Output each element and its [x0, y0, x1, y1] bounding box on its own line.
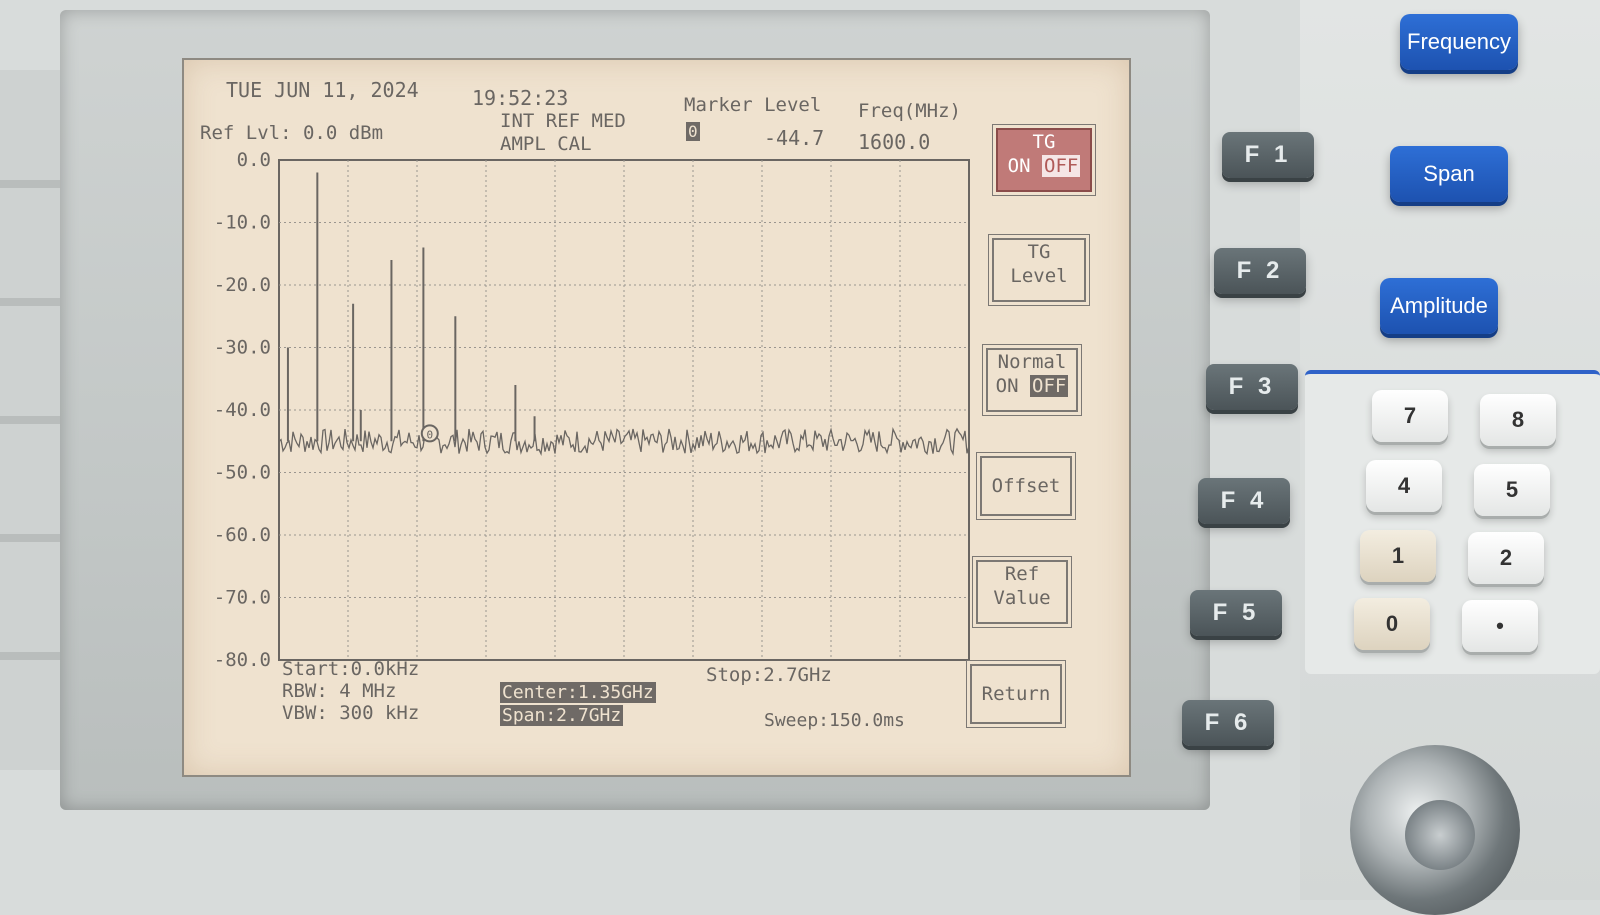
vbw-label: VBW: 300 kHz	[282, 702, 420, 724]
y-tick-label: -70.0	[214, 587, 271, 609]
softkey-normal[interactable]: Normal ON OFF	[982, 344, 1082, 416]
rbw-label: RBW: 4 MHz	[282, 680, 397, 702]
rf-connector-center	[1405, 800, 1475, 870]
y-tick-label: -50.0	[214, 462, 271, 484]
sweep-label: Sweep:150.0ms	[764, 710, 905, 731]
time-label: 19:52:23	[472, 86, 569, 110]
spectrum-plot: 0.0 -10.0 -20.0 -30.0 -40.0 -50.0 -60.0 -70.0 -8…	[214, 149, 970, 671]
ref-level-label: Ref Lvl: 0.0 dBm	[200, 122, 384, 144]
marker-freq-value: 1600.0	[858, 130, 931, 154]
f4-button[interactable]: F 4	[1198, 478, 1290, 524]
softkey-tg-level-line2: Level	[1010, 265, 1068, 287]
key-decimal[interactable]: •	[1462, 600, 1538, 652]
softkey-tg-label: TG	[1032, 131, 1056, 153]
key-0[interactable]: 0	[1354, 598, 1430, 650]
key-2[interactable]: 2	[1468, 532, 1544, 584]
softkey-ref-value-line1: Ref	[1004, 563, 1040, 585]
f1-button[interactable]: F 1	[1222, 132, 1314, 178]
key-1[interactable]: 1	[1360, 530, 1436, 582]
start-label: Start:0.0kHz	[282, 658, 420, 680]
y-tick-label: -40.0	[214, 399, 271, 421]
marker-level-header: Marker Level	[684, 94, 822, 116]
y-tick-label: -10.0	[214, 212, 271, 234]
center-label: Center:1.35GHz	[500, 682, 656, 703]
marker-symbol	[420, 424, 439, 443]
key-5[interactable]: 5	[1474, 464, 1550, 516]
softkey-tg-off: OFF	[1042, 155, 1081, 177]
span-button[interactable]: Span	[1390, 146, 1508, 202]
int-ref-label: INT REF MED	[500, 110, 626, 132]
f5-button[interactable]: F 5	[1190, 590, 1282, 636]
noise-trace	[278, 427, 970, 457]
f2-button[interactable]: F 2	[1214, 248, 1306, 294]
y-tick-label: -60.0	[214, 524, 271, 546]
softkey-ref-value-line2: Value	[993, 587, 1051, 609]
freq-header: Freq(MHz)	[858, 100, 961, 122]
frequency-button[interactable]: Frequency	[1400, 14, 1518, 70]
softkey-normal-off: OFF	[1030, 375, 1069, 397]
ampl-cal-label: AMPL CAL	[500, 133, 592, 155]
softkey-tg-onoff[interactable]: TG ON OFF	[992, 124, 1096, 196]
date-label: TUE JUN 11, 2024	[226, 78, 419, 102]
softkey-return[interactable]: Return	[966, 660, 1066, 728]
softkey-ref-value[interactable]: Ref Value	[972, 556, 1072, 628]
y-tick-label: 0.0	[237, 149, 271, 171]
softkey-offset-label: Offset	[991, 475, 1061, 497]
marker-symbol-label: 0	[426, 428, 433, 441]
stop-label: Stop:2.7GHz	[706, 664, 832, 686]
key-4[interactable]: 4	[1366, 460, 1442, 512]
f6-button[interactable]: F 6	[1182, 700, 1274, 746]
softkey-normal-label: Normal	[997, 351, 1067, 373]
softkey-tg-level[interactable]: TG Level	[988, 234, 1090, 306]
y-tick-label: -80.0	[214, 649, 271, 671]
softkey-return-label: Return	[981, 683, 1051, 705]
key-7[interactable]: 7	[1372, 390, 1448, 442]
marker-id-badge: 0	[686, 122, 700, 141]
y-tick-label: -20.0	[214, 274, 271, 296]
softkey-offset[interactable]: Offset	[976, 452, 1076, 520]
span-label: Span:2.7GHz	[500, 705, 624, 726]
softkey-normal-on: ON	[995, 375, 1019, 397]
rf-connector	[1350, 745, 1520, 915]
marker-level-value: -44.7	[764, 126, 825, 150]
f3-button[interactable]: F 3	[1206, 364, 1298, 410]
key-8[interactable]: 8	[1480, 394, 1556, 446]
analyzer-screen: TUE JUN 11, 2024 19:52:23 Ref Lvl: 0.0 d…	[182, 58, 1131, 777]
y-tick-label: -30.0	[214, 337, 271, 359]
amplitude-button[interactable]: Amplitude	[1380, 278, 1498, 334]
softkey-tg-on: ON	[1007, 155, 1031, 177]
softkey-tg-level-line1: TG	[1027, 241, 1051, 263]
